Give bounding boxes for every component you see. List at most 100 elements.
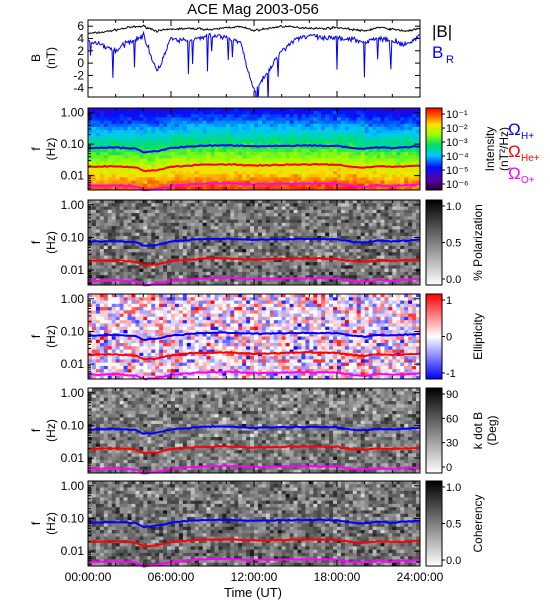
- heatmap-cell: [376, 281, 381, 286]
- heatmap-cell: [372, 152, 377, 156]
- heatmap-cell: [250, 136, 255, 140]
- heatmap-cell: [222, 303, 227, 308]
- heatmap-cell: [313, 252, 318, 256]
- heatmap-cell: [368, 126, 373, 131]
- heatmap-cell: [297, 167, 302, 172]
- heatmap-cell: [329, 252, 334, 256]
- heatmap-cell: [238, 303, 243, 308]
- heatmap-cell: [171, 249, 176, 253]
- heatmap-cell: [404, 307, 409, 311]
- heatmap-cell: [352, 242, 358, 247]
- heatmap-cell: [254, 268, 259, 273]
- heatmap-cell: [297, 300, 302, 305]
- heatmap-cell: [257, 239, 263, 243]
- heatmap-cell: [269, 183, 275, 188]
- heatmap-cell: [265, 239, 271, 243]
- heatmap-cell: [131, 252, 136, 256]
- heatmap-cell: [376, 139, 381, 144]
- heatmap-cell: [261, 133, 267, 137]
- heatmap-cell: [151, 108, 156, 112]
- heatmap-cell: [372, 180, 377, 185]
- heatmap-cell: [238, 265, 243, 270]
- heatmap-cell: [202, 252, 207, 256]
- heatmap-cell: [281, 186, 287, 191]
- heatmap-cell: [99, 303, 105, 308]
- heatmap-cell: [404, 213, 409, 217]
- heatmap-cell: [376, 177, 381, 181]
- heatmap-cell: [344, 235, 350, 240]
- heatmap-cell: [344, 171, 350, 175]
- heatmap-cell: [123, 226, 128, 230]
- heatmap-cell: [285, 177, 290, 181]
- heatmap-cell: [190, 136, 196, 140]
- heatmap-cell: [230, 171, 235, 175]
- heatmap-cell: [190, 294, 196, 298]
- heatmap-cell: [273, 117, 279, 122]
- heatmap-cell: [147, 258, 152, 263]
- heatmap-cell: [269, 152, 275, 156]
- heatmap-cell: [111, 226, 117, 230]
- heatmap-cell: [297, 111, 302, 115]
- heatmap-cell: [163, 255, 168, 260]
- heatmap-cell: [254, 222, 259, 227]
- heatmap-cell: [404, 186, 409, 191]
- heatmap-cell: [163, 232, 168, 237]
- heatmap-cell: [167, 183, 172, 188]
- heatmap-cell: [103, 158, 109, 163]
- heatmap-cell: [182, 252, 188, 256]
- heatmap-cell: [309, 203, 314, 207]
- heatmap-cell: [234, 139, 239, 144]
- heatmap-cell: [218, 268, 223, 273]
- heatmap-cell: [163, 216, 168, 221]
- heatmap-cell: [119, 242, 124, 247]
- heatmap-cell: [143, 126, 148, 131]
- heatmap-cell: [281, 245, 287, 250]
- heatmap-cell: [143, 239, 148, 243]
- heatmap-cell: [238, 130, 243, 134]
- heatmap-cell: [313, 229, 318, 234]
- heatmap-cell: [174, 255, 180, 260]
- heatmap-cell: [218, 117, 223, 122]
- heatmap-cell: [226, 186, 231, 191]
- heatmap-cell: [348, 152, 354, 156]
- heatmap-cell: [254, 117, 259, 122]
- heatmap-cell: [344, 133, 350, 137]
- heatmap-cell: [246, 108, 251, 112]
- heatmap-cell: [226, 265, 231, 270]
- heatmap-cell: [348, 229, 354, 234]
- heatmap-cell: [281, 174, 287, 178]
- heatmap-cell: [329, 171, 334, 175]
- heatmap-cell: [234, 145, 239, 150]
- heatmap-cell: [198, 161, 204, 166]
- heatmap-cell: [135, 167, 140, 172]
- heatmap-cell: [234, 120, 239, 125]
- heatmap-cell: [265, 111, 271, 115]
- heatmap-cell: [356, 130, 362, 134]
- heatmap-cell: [186, 200, 192, 204]
- heatmap-cell: [337, 177, 342, 181]
- heatmap-cell: [269, 226, 275, 230]
- heatmap-cell: [238, 239, 243, 243]
- heatmap-cell: [171, 262, 176, 266]
- heatmap-cell: [376, 209, 381, 214]
- heatmap-cell: [340, 152, 346, 156]
- heatmap-cell: [265, 117, 271, 122]
- heatmap-cell: [182, 174, 188, 178]
- heatmap-cell: [95, 294, 101, 298]
- heatmap-cell: [265, 300, 271, 305]
- heatmap-cell: [194, 245, 200, 250]
- heatmap-cell: [182, 161, 188, 166]
- heatmap-cell: [202, 303, 207, 308]
- heatmap-cell: [182, 142, 188, 147]
- heatmap-cell: [163, 155, 168, 159]
- heatmap-cell: [190, 219, 196, 224]
- heatmap-cell: [313, 155, 318, 159]
- heatmap-cell: [329, 300, 334, 305]
- heatmap-cell: [131, 136, 136, 140]
- heatmap-cell: [360, 249, 366, 253]
- heatmap-cell: [115, 167, 121, 172]
- heatmap-cell: [167, 303, 172, 308]
- heatmap-cell: [261, 117, 267, 122]
- heatmap-cell: [190, 281, 196, 286]
- heatmap-cell: [384, 303, 389, 308]
